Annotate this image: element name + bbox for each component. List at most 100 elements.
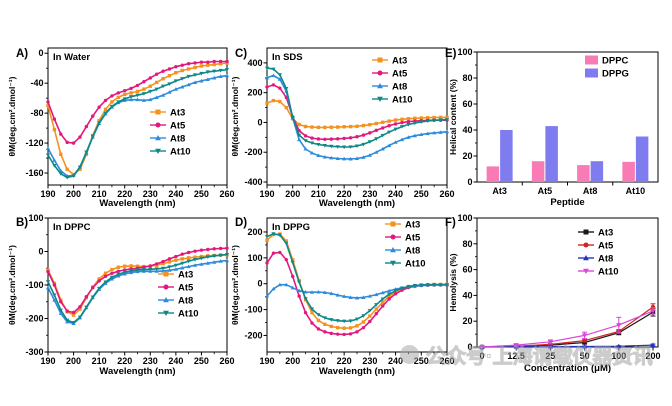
- marker-triangle-down: [438, 283, 443, 287]
- marker-square: [142, 87, 146, 91]
- marker-triangle-down: [192, 258, 198, 262]
- marker-triangle-down: [316, 142, 321, 147]
- marker-circle: [180, 252, 184, 256]
- y-axis-title: θM(deg.cm².dmol⁻¹): [7, 76, 17, 156]
- svg-text:40: 40: [462, 290, 472, 300]
- bar-series-DPPC: [486, 161, 635, 182]
- legend-label: At8: [178, 296, 193, 307]
- legend-label: At10: [405, 259, 426, 270]
- marker-square: [400, 117, 404, 122]
- marker-circle: [400, 120, 404, 125]
- marker-square: [387, 294, 391, 299]
- marker-triangle-down: [354, 317, 360, 322]
- marker-triangle-down: [387, 292, 392, 297]
- svg-text:0: 0: [467, 342, 472, 352]
- svg-text:260: 260: [439, 356, 454, 366]
- legend-label: At3: [170, 108, 185, 119]
- marker-triangle-down: [155, 148, 161, 154]
- marker-circle: [180, 63, 184, 67]
- marker-circle: [97, 279, 101, 283]
- marker-square: [323, 125, 327, 130]
- x-axis-title: Wavelength (nm): [99, 198, 175, 209]
- svg-text:-300: -300: [25, 347, 43, 357]
- marker-triangle-up: [444, 129, 450, 134]
- marker-triangle-down: [141, 92, 146, 96]
- marker-triangle-down: [224, 68, 230, 72]
- marker-triangle-up: [45, 146, 51, 150]
- marker-triangle-down: [116, 272, 121, 277]
- marker-triangle-up: [52, 158, 57, 162]
- svg-text:-40: -40: [30, 78, 43, 88]
- marker-square: [123, 92, 127, 97]
- marker-square: [103, 107, 108, 112]
- plot-frame: [47, 47, 228, 186]
- bar: [500, 130, 513, 182]
- marker-triangle-up: [650, 342, 656, 348]
- svg-text:230: 230: [143, 356, 158, 366]
- series-path: [47, 62, 228, 176]
- marker-circle: [265, 85, 269, 89]
- inner-title: In Water: [53, 52, 90, 63]
- series-group: [45, 246, 230, 326]
- marker-circle: [316, 137, 321, 141]
- marker-circle: [212, 247, 216, 251]
- marker-triangle-down: [406, 123, 411, 127]
- marker-triangle-down: [297, 133, 302, 138]
- svg-text:210: 210: [92, 356, 107, 366]
- svg-text:260: 260: [219, 189, 234, 199]
- marker-triangle-up: [264, 75, 270, 80]
- marker-square: [348, 326, 353, 330]
- marker-triangle-up: [329, 155, 334, 160]
- marker-triangle-up: [348, 295, 353, 299]
- marker-triangle-up: [380, 146, 385, 151]
- x-axis: 0 12.5 25 50 100 200: [479, 347, 661, 361]
- bar: [545, 126, 558, 182]
- marker-circle: [103, 98, 108, 103]
- legend-label: At8: [170, 134, 185, 145]
- marker-circle: [218, 59, 223, 64]
- panel-label: F): [445, 217, 456, 229]
- marker-triangle-up: [199, 78, 204, 83]
- panel-label: B): [16, 217, 28, 229]
- marker-triangle-up: [583, 255, 589, 261]
- marker-triangle-up: [335, 156, 340, 161]
- marker-square: [355, 324, 359, 328]
- marker-triangle-down: [163, 310, 169, 316]
- y-axis: 200 100 0 -100 -200: [244, 227, 267, 340]
- marker-triangle-down: [290, 260, 295, 265]
- svg-text:-100: -100: [244, 305, 262, 315]
- marker-triangle-down: [212, 69, 217, 74]
- marker-square: [110, 267, 114, 272]
- marker-triangle-down: [71, 320, 76, 325]
- svg-text:400: 400: [247, 58, 262, 68]
- line-series-At10: [264, 66, 450, 150]
- legend-label: At10: [392, 95, 413, 106]
- marker-triangle-up: [303, 289, 308, 294]
- marker-triangle-down: [419, 120, 424, 124]
- marker-square: [583, 229, 589, 235]
- marker-square: [123, 264, 127, 268]
- marker-triangle-down: [264, 235, 270, 239]
- marker-circle: [278, 250, 282, 255]
- marker-circle: [316, 327, 321, 331]
- marker-circle: [374, 128, 378, 133]
- svg-text:240: 240: [168, 189, 183, 199]
- marker-triangle-down: [419, 283, 424, 288]
- marker-circle: [583, 242, 589, 248]
- marker-triangle-down: [103, 280, 108, 285]
- panel-label: D): [235, 217, 247, 229]
- marker-square: [78, 307, 82, 311]
- marker-triangle-up: [361, 295, 366, 299]
- marker-triangle-down: [297, 280, 302, 285]
- svg-text:100: 100: [28, 213, 43, 223]
- line-series-At10: [45, 252, 230, 325]
- marker-square: [284, 105, 288, 110]
- marker-triangle-down: [393, 289, 398, 293]
- legend: At3 At5 At8 At10: [150, 108, 191, 158]
- marker-triangle-down: [335, 319, 340, 323]
- marker-triangle-down: [348, 319, 353, 323]
- marker-square: [336, 125, 340, 129]
- line-series-At3: [265, 98, 449, 130]
- marker-triangle-down: [71, 174, 76, 179]
